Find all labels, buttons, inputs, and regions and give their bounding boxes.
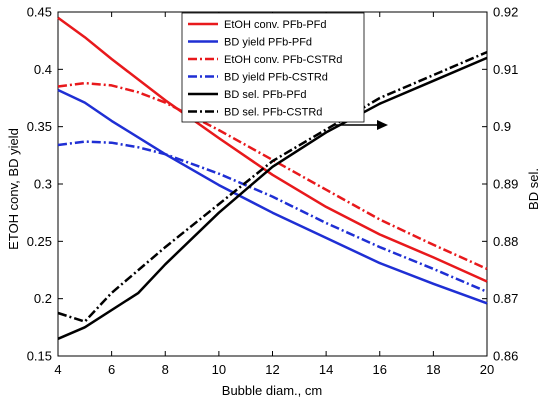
y-left-tick-label: 0.3 xyxy=(34,177,52,192)
series-line-4 xyxy=(57,140,488,293)
y-right-tick-label: 0.9 xyxy=(493,119,511,134)
y-left-tick-label: 0.4 xyxy=(34,62,52,77)
y-left-tick-label: 0.25 xyxy=(27,234,52,249)
series-line-1 xyxy=(57,16,488,283)
y-right-tick-label: 0.88 xyxy=(493,234,518,249)
legend-label: EtOH conv. PFb-PFd xyxy=(224,19,327,31)
x-tick-label: 8 xyxy=(162,362,169,377)
y-right-tick-label: 0.86 xyxy=(493,349,518,364)
series-line-2 xyxy=(57,88,488,305)
y-left-tick-label: 0.45 xyxy=(27,5,52,20)
y-axis-left-label: ETOH conv, BD yield xyxy=(6,128,21,250)
y-right-tick-label: 0.87 xyxy=(493,291,518,306)
x-tick-label: 6 xyxy=(108,362,115,377)
series-line-6 xyxy=(57,50,488,323)
y-left-tick-label: 0.2 xyxy=(34,291,52,306)
y-right-tick-label: 0.92 xyxy=(493,5,518,20)
x-tick-label: 14 xyxy=(319,362,333,377)
y-left-tick-label: 0.35 xyxy=(27,119,52,134)
x-tick-label: 18 xyxy=(426,362,440,377)
y-right-tick-label: 0.91 xyxy=(493,62,518,77)
x-tick-label: 16 xyxy=(373,362,387,377)
y-left-tick-label: 0.15 xyxy=(27,349,52,364)
legend-label: EtOH conv. PFb-CSTRd xyxy=(224,54,342,66)
x-tick-label: 20 xyxy=(480,362,494,377)
y-axis-right-label: BD sel. xyxy=(526,168,541,210)
legend-label: BD sel. PFb-PFd xyxy=(224,89,307,101)
series-layer xyxy=(57,16,488,340)
legend-label: BD sel. PFb-CSTRd xyxy=(224,107,322,119)
legend: EtOH conv. PFb-PFd BD yield PFb-PFd EtOH c… xyxy=(181,12,365,123)
legend-label: BD yield PFb-PFd xyxy=(224,37,312,49)
x-tick-label: 4 xyxy=(54,362,61,377)
right-axis-arrow xyxy=(335,120,388,130)
x-tick-label: 10 xyxy=(212,362,226,377)
x-axis-label: Bubble diam., cm xyxy=(222,383,322,398)
legend-label: BD yield PFb-CSTRd xyxy=(224,72,328,84)
y-right-tick-label: 0.89 xyxy=(493,177,518,192)
x-tick-label: 12 xyxy=(265,362,279,377)
legend-box xyxy=(181,12,365,123)
series-line-5 xyxy=(57,56,488,340)
series-line-3 xyxy=(57,81,488,271)
